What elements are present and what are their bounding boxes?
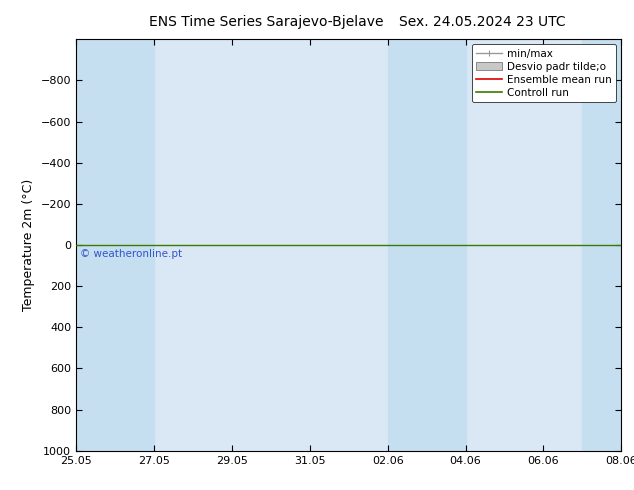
Legend: min/max, Desvio padr tilde;o, Ensemble mean run, Controll run: min/max, Desvio padr tilde;o, Ensemble m… [472,45,616,102]
Bar [387,39,427,451]
Text: © weatheronline.pt: © weatheronline.pt [80,249,182,259]
Bar [583,39,621,451]
Y-axis label: Temperature 2m (°C): Temperature 2m (°C) [22,179,35,311]
Bar [115,39,154,451]
Text: ENS Time Series Sarajevo-Bjelave: ENS Time Series Sarajevo-Bjelave [149,15,384,29]
Bar [76,39,115,451]
Text: Sex. 24.05.2024 23 UTC: Sex. 24.05.2024 23 UTC [399,15,565,29]
Bar [427,39,465,451]
